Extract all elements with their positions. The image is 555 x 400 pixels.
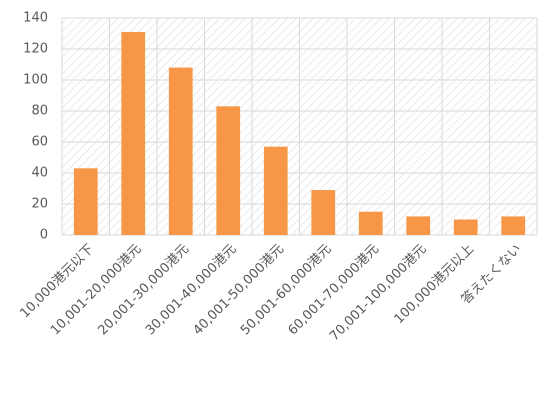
y-tick-label: 40 — [31, 166, 48, 181]
x-tick-label: 40,001-50,000港元 — [190, 242, 287, 339]
bar — [358, 211, 383, 235]
bar — [263, 146, 288, 235]
bar — [311, 190, 336, 235]
x-tick-label: 30,001-40,000港元 — [143, 242, 240, 339]
y-tick-label: 60 — [31, 135, 48, 150]
x-tick-label: 20,001-30,000港元 — [95, 242, 192, 339]
y-tick-label: 100 — [23, 73, 48, 88]
bar — [406, 216, 431, 235]
bar — [216, 106, 241, 235]
bar — [121, 31, 146, 236]
x-tick-label: 10,001-20,000港元 — [48, 242, 145, 339]
bar — [501, 216, 526, 235]
x-tick-label: 100,000港元以上 — [392, 242, 477, 327]
bar — [453, 219, 478, 235]
x-tick-label: 50,001-60,000港元 — [238, 242, 335, 339]
x-tick-label: 60,001-70,000港元 — [285, 242, 382, 339]
y-tick-label: 140 — [23, 11, 48, 26]
y-tick-label: 0 — [40, 228, 48, 243]
y-tick-label: 80 — [31, 104, 48, 119]
y-tick-label: 20 — [31, 197, 48, 212]
bar — [168, 67, 193, 235]
y-tick-label: 120 — [23, 42, 48, 57]
bar — [73, 168, 98, 235]
